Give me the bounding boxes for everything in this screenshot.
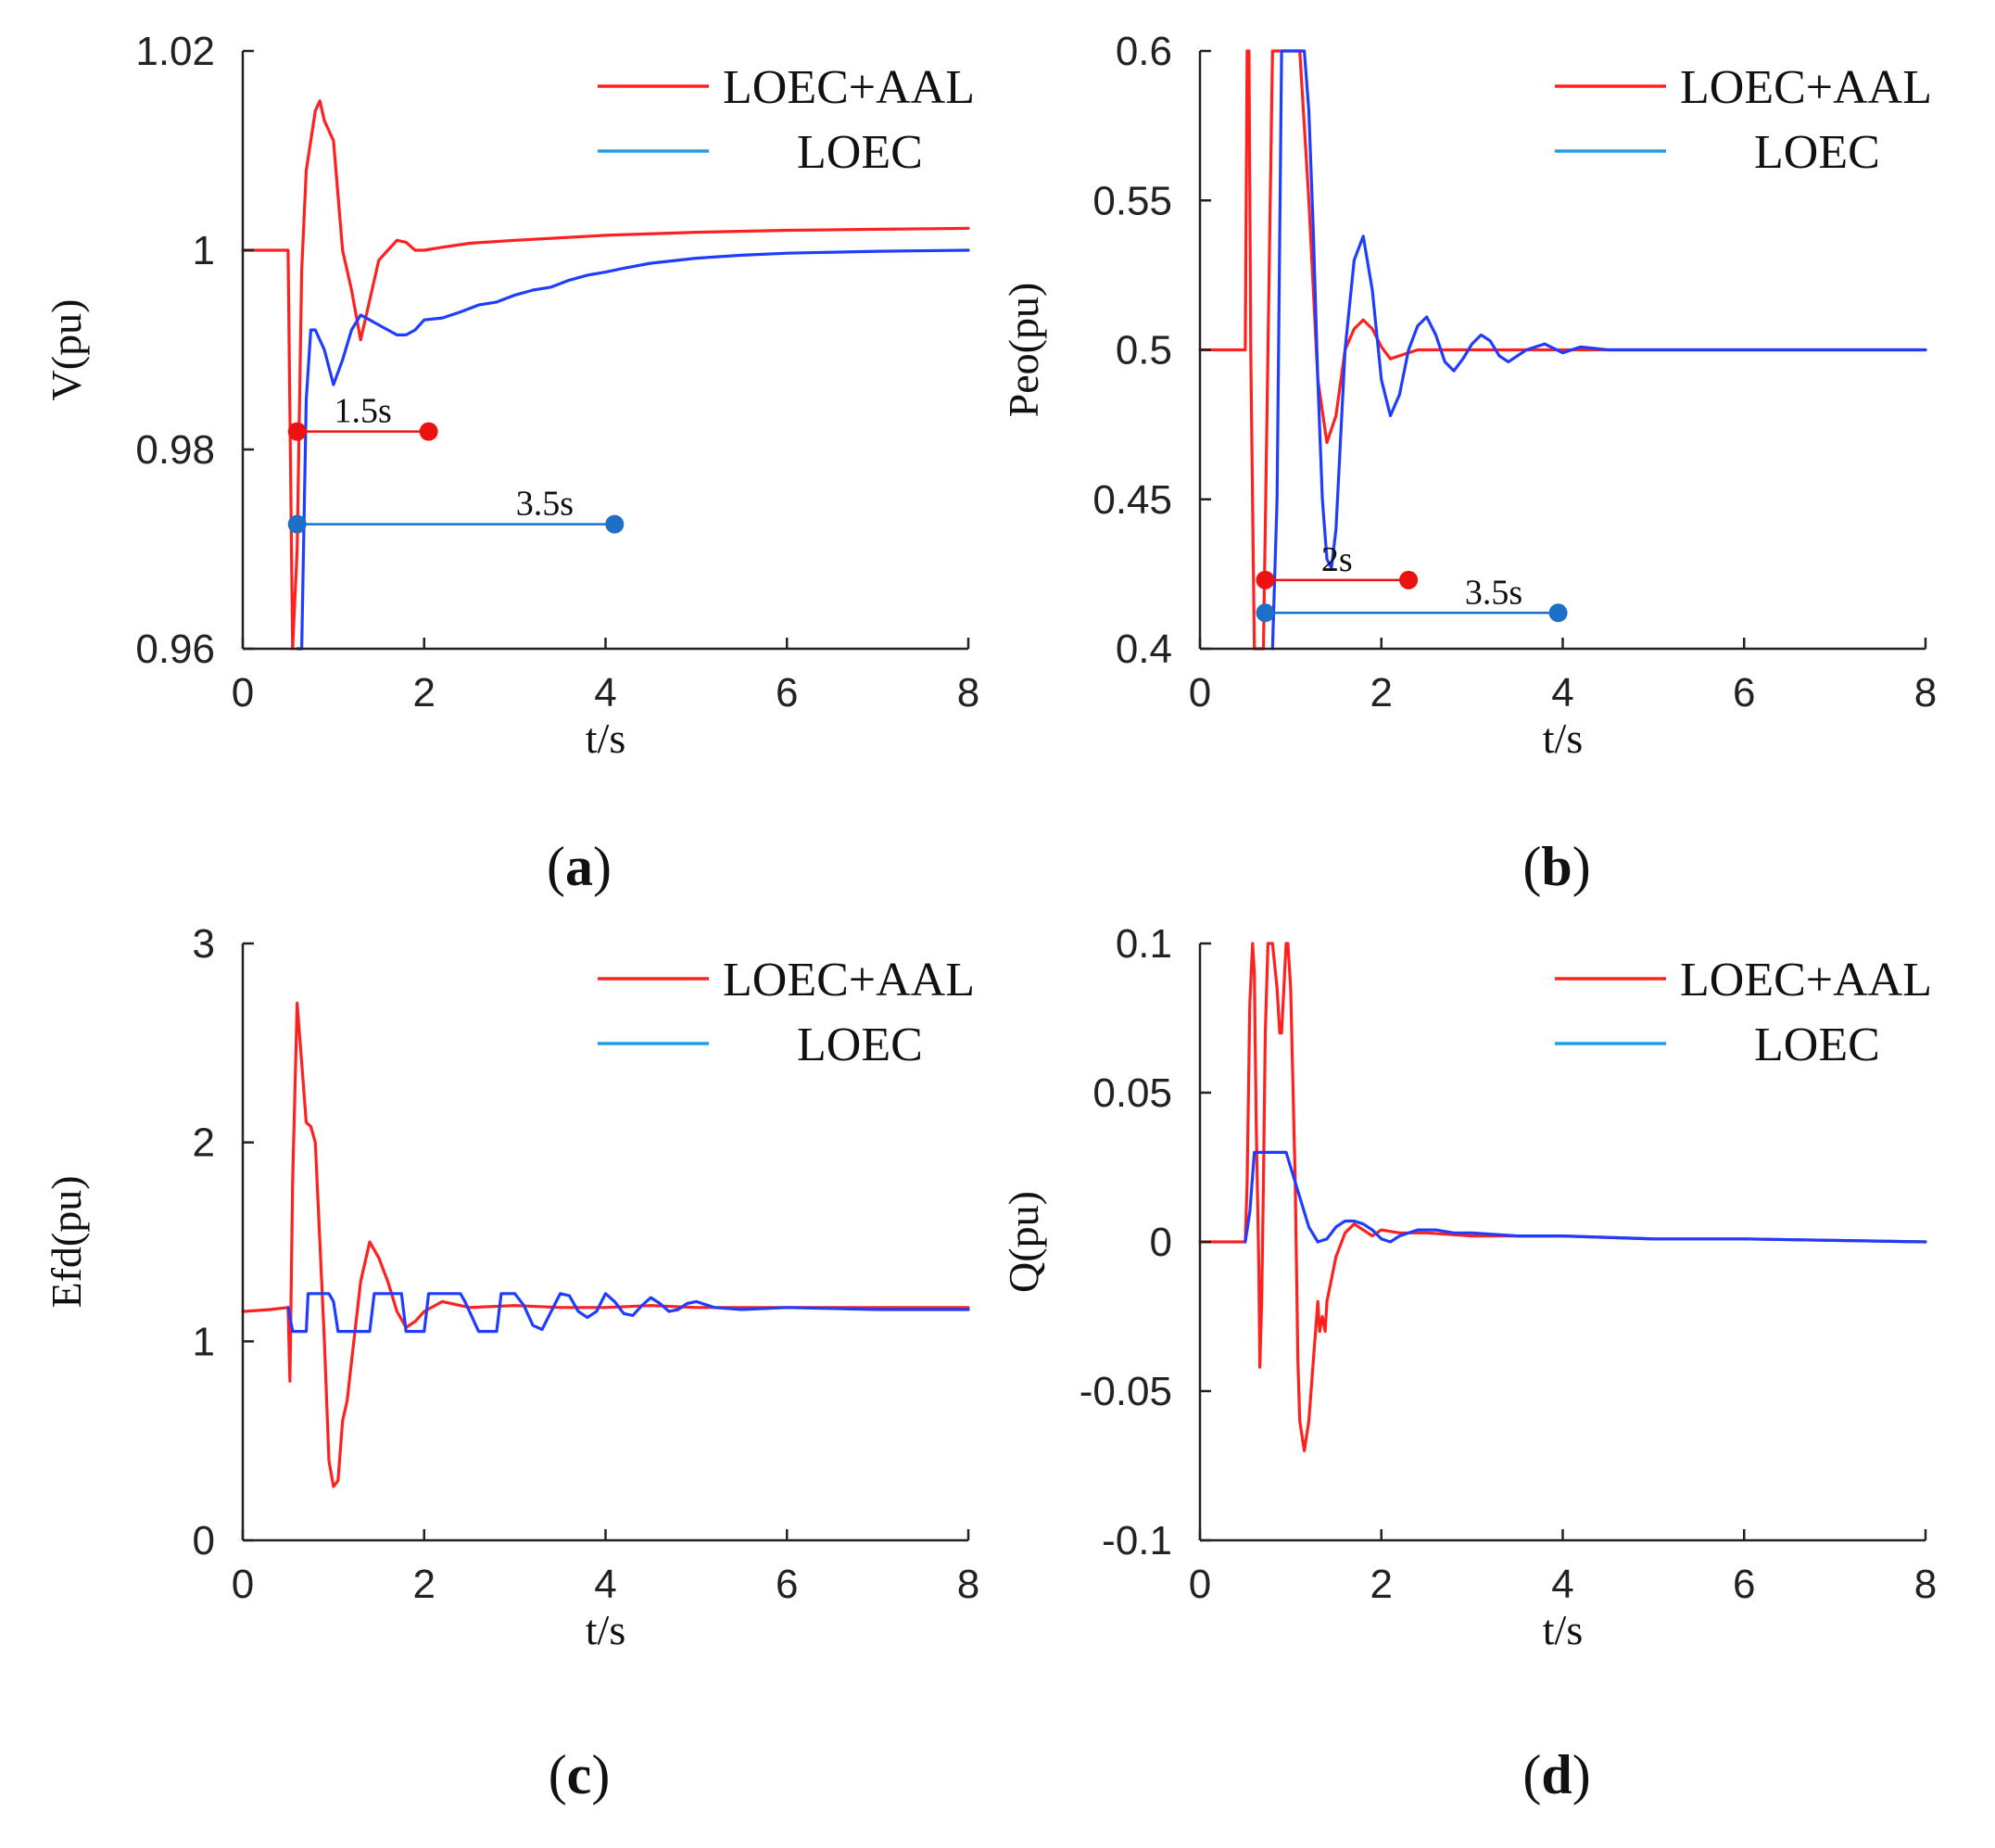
duration-label: 3.5s: [1465, 573, 1522, 612]
duration-start-marker: [1256, 570, 1275, 589]
legend-label-loec: LOEC: [1754, 126, 1880, 179]
series-line-loec: [1244, 1150, 1927, 1244]
panel-letter: a: [565, 836, 593, 897]
series-line-loec-aal: [241, 1001, 970, 1488]
x-tick-label: 0: [1189, 1562, 1211, 1607]
y-tick-label: 0.4: [1116, 627, 1172, 672]
duration-end-marker: [1399, 570, 1419, 589]
duration-end-marker: [1548, 603, 1568, 623]
x-tick-label: 4: [1551, 1562, 1573, 1607]
x-tick-label: 6: [776, 670, 798, 715]
legend-label-loec: LOEC: [1754, 1019, 1880, 1071]
legend-label-loec: LOEC: [797, 126, 923, 179]
y-tick-label: -0.1: [1102, 1518, 1172, 1563]
duration-start-marker: [1256, 603, 1275, 623]
panel-letter: b: [1541, 836, 1572, 897]
y-tick-label: -0.05: [1080, 1369, 1172, 1414]
x-tick-label: 4: [1551, 670, 1573, 715]
x-tick-label: 0: [232, 1562, 254, 1607]
panel-letter: c: [567, 1744, 592, 1805]
panel-label: (b): [1522, 836, 1590, 897]
x-tick-label: 8: [1914, 1562, 1937, 1607]
x-tick-label: 2: [1370, 1562, 1393, 1607]
x-tick-label: 4: [594, 1562, 616, 1607]
x-tick-label: 6: [1733, 670, 1755, 715]
y-axis-title: Efd(pu): [43, 1175, 90, 1308]
x-tick-label: 2: [1370, 670, 1393, 715]
chart-panel-a: 0 2 4 6 8 0.96 0.98 1 1.02 t/s V(pu) LOEC+AAL LOEC 1.…: [43, 29, 979, 897]
panel-label: (a): [547, 836, 612, 897]
duration-label: 2s: [1321, 540, 1353, 579]
x-tick-label: 6: [1733, 1562, 1755, 1607]
chart-panel-b: 0 2 4 6 8 0.4 0.45 0.5 0.55 0.6 t/s Peo(pu) LOEC+AAL…: [1000, 29, 1937, 897]
x-tick-label: 2: [413, 1562, 436, 1607]
legend-label-loec-aal: LOEC+AAL: [1680, 954, 1932, 1006]
y-tick-label: 0.1: [1116, 921, 1172, 967]
x-tick-label: 8: [957, 1562, 979, 1607]
duration-label: 1.5s: [335, 392, 392, 431]
chart-panel-d: 0 2 4 6 8 -0.1 -0.05 0 0.05 0.1 t/s Q(pu) LOEC+AAL LO…: [1000, 921, 1937, 1805]
y-tick-label: 0.98: [135, 427, 215, 473]
y-tick-label: 0.55: [1092, 178, 1172, 223]
series-line-loec-aal: [241, 99, 970, 651]
x-tick-label: 0: [1189, 670, 1211, 715]
x-tick-label: 6: [776, 1562, 798, 1607]
x-axis-title: t/s: [586, 1606, 625, 1653]
legend-label-loec-aal: LOEC+AAL: [723, 954, 975, 1006]
x-tick-label: 8: [1914, 670, 1937, 715]
y-tick-label: 0.6: [1116, 29, 1172, 74]
x-tick-label: 4: [594, 670, 616, 715]
x-tick-label: 0: [232, 670, 254, 715]
series-line-loec: [1270, 49, 1927, 651]
duration-start-marker: [287, 514, 307, 534]
x-axis-title: t/s: [1543, 1606, 1583, 1653]
legend-label-loec-aal: LOEC+AAL: [723, 61, 975, 114]
series-line-loec-aal: [1198, 942, 1927, 1452]
series-line-loec: [296, 248, 970, 651]
duration-label: 3.5s: [516, 485, 574, 524]
series-line-loec: [286, 1292, 970, 1334]
series-line-loec-aal: [1198, 49, 1927, 651]
panel-letter: d: [1541, 1744, 1572, 1805]
x-axis-title: t/s: [1543, 715, 1583, 762]
x-axis-title: t/s: [586, 715, 625, 762]
duration-end-marker: [419, 422, 438, 441]
panel-label: (d): [1522, 1744, 1590, 1805]
y-tick-label: 2: [193, 1120, 215, 1166]
panel-label: (c): [549, 1744, 611, 1805]
y-tick-label: 0.5: [1116, 328, 1172, 373]
x-tick-label: 2: [413, 670, 436, 715]
y-tick-label: 1: [193, 228, 215, 273]
x-tick-label: 8: [957, 670, 979, 715]
y-axis-title: V(pu): [43, 299, 90, 401]
y-tick-label: 1: [193, 1319, 215, 1364]
chart-panel-c: 0 2 4 6 8 0 1 2 3 t/s Efd(pu) LOEC+AAL LOEC (c): [43, 921, 979, 1805]
y-tick-label: 0.96: [135, 627, 215, 672]
legend-label-loec-aal: LOEC+AAL: [1680, 61, 1932, 114]
duration-start-marker: [287, 422, 307, 441]
y-tick-label: 0.05: [1092, 1070, 1172, 1116]
y-tick-label: 0.45: [1092, 477, 1172, 523]
y-tick-label: 3: [193, 921, 215, 967]
y-axis-title: Q(pu): [1000, 1191, 1047, 1293]
duration-end-marker: [605, 514, 625, 534]
y-axis-title: Peo(pu): [1000, 283, 1047, 418]
y-tick-label: 1.02: [135, 29, 215, 74]
y-tick-label: 0: [193, 1518, 215, 1563]
y-tick-label: 0: [1150, 1220, 1172, 1265]
legend-label-loec: LOEC: [797, 1019, 923, 1071]
